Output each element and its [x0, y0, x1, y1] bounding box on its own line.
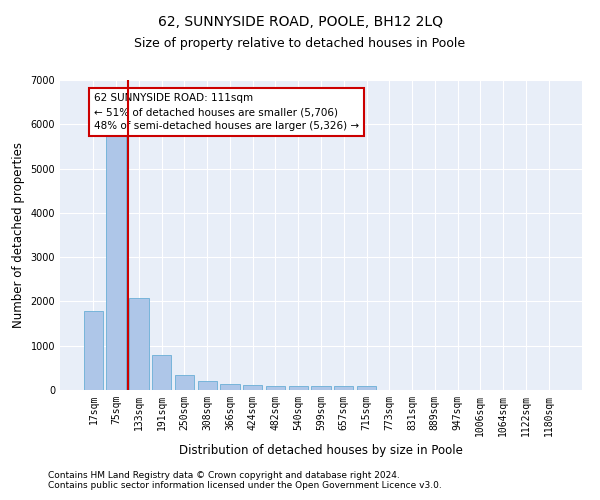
Bar: [289, 386, 308, 390]
Y-axis label: Number of detached properties: Number of detached properties: [12, 142, 25, 328]
Bar: [220, 384, 239, 390]
Bar: [334, 386, 353, 390]
Bar: [266, 386, 285, 390]
Bar: [311, 386, 331, 390]
Text: 62 SUNNYSIDE ROAD: 111sqm
← 51% of detached houses are smaller (5,706)
48% of se: 62 SUNNYSIDE ROAD: 111sqm ← 51% of detac…: [94, 94, 359, 132]
Text: Contains HM Land Registry data © Crown copyright and database right 2024.: Contains HM Land Registry data © Crown c…: [48, 470, 400, 480]
Text: Contains public sector information licensed under the Open Government Licence v3: Contains public sector information licen…: [48, 480, 442, 490]
Bar: [357, 386, 376, 390]
Bar: [243, 385, 262, 390]
Bar: [175, 375, 194, 390]
Bar: [106, 133, 126, 390]
Bar: [197, 381, 217, 390]
Text: Size of property relative to detached houses in Poole: Size of property relative to detached ho…: [134, 38, 466, 51]
Bar: [152, 354, 172, 390]
Bar: [129, 298, 149, 390]
Bar: [84, 311, 103, 390]
X-axis label: Distribution of detached houses by size in Poole: Distribution of detached houses by size …: [179, 444, 463, 458]
Text: 62, SUNNYSIDE ROAD, POOLE, BH12 2LQ: 62, SUNNYSIDE ROAD, POOLE, BH12 2LQ: [157, 15, 443, 29]
